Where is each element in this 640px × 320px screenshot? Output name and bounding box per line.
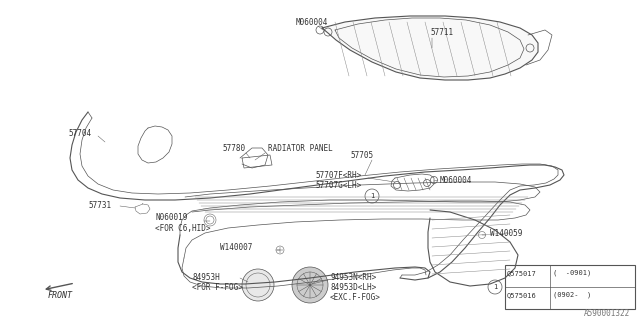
Text: 84953D<LH>: 84953D<LH> — [330, 283, 376, 292]
Text: W140059: W140059 — [490, 229, 522, 238]
Text: A590001322: A590001322 — [584, 309, 630, 318]
Text: M060004: M060004 — [296, 18, 328, 27]
Text: 57780: 57780 — [222, 143, 245, 153]
Text: 57705: 57705 — [350, 150, 373, 159]
Text: 57704: 57704 — [68, 129, 91, 138]
Text: 1: 1 — [370, 193, 374, 199]
Text: W140007: W140007 — [220, 244, 252, 252]
Text: 1: 1 — [493, 284, 497, 290]
Circle shape — [242, 269, 274, 301]
Text: <FOR F-FOG>: <FOR F-FOG> — [192, 283, 243, 292]
Polygon shape — [322, 16, 538, 80]
Text: Q575016: Q575016 — [507, 292, 537, 298]
Bar — [505, 265, 635, 309]
Text: <FOR C6,HID>: <FOR C6,HID> — [155, 223, 211, 233]
Circle shape — [292, 267, 328, 303]
Text: N060019: N060019 — [155, 213, 188, 222]
Text: 57707F<RH>: 57707F<RH> — [315, 171, 361, 180]
Text: 84953H: 84953H — [192, 273, 220, 282]
Text: (0902-  ): (0902- ) — [553, 292, 591, 298]
Text: M060004: M060004 — [440, 175, 472, 185]
Text: 94953N<RH>: 94953N<RH> — [330, 273, 376, 282]
Text: (  -0901): ( -0901) — [553, 270, 591, 276]
Text: RADIATOR PANEL: RADIATOR PANEL — [268, 143, 333, 153]
Text: Q575017: Q575017 — [507, 270, 537, 276]
Text: 57711: 57711 — [430, 28, 453, 36]
Text: FRONT: FRONT — [47, 292, 72, 300]
Text: 57731: 57731 — [88, 201, 111, 210]
Text: 57707G<LH>: 57707G<LH> — [315, 180, 361, 189]
Text: <EXC.F-FOG>: <EXC.F-FOG> — [330, 292, 381, 301]
